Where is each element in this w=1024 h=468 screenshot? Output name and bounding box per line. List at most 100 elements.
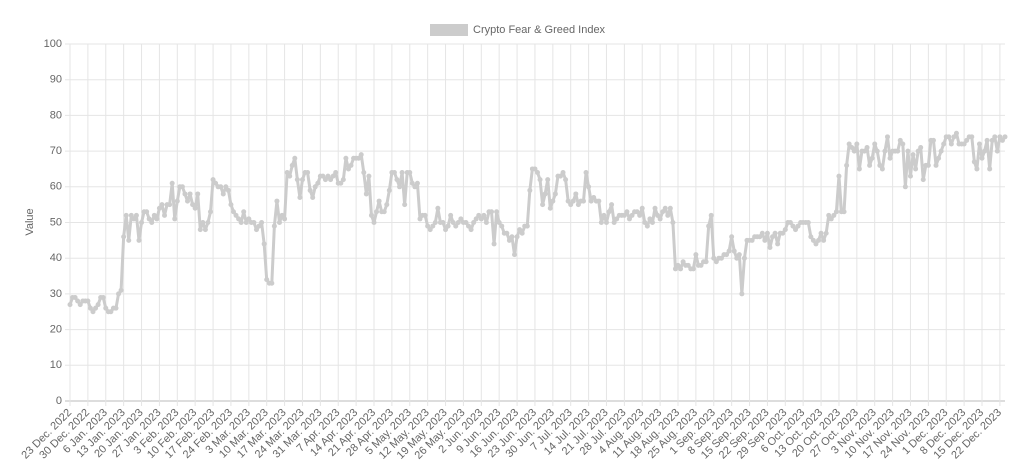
data-point [642, 220, 648, 225]
data-point [67, 302, 73, 308]
data-point [514, 234, 520, 240]
data-point [118, 287, 124, 293]
data-point [527, 187, 533, 193]
data-point [782, 227, 788, 233]
data-point [961, 141, 967, 147]
data-point [412, 184, 418, 190]
data-point [984, 137, 990, 143]
data-point [371, 220, 377, 225]
data-point [139, 220, 145, 225]
data-point [810, 237, 816, 243]
data-point [665, 212, 671, 218]
data-point [228, 202, 234, 208]
data-point [563, 177, 569, 183]
data-point [307, 187, 313, 193]
data-point [430, 223, 436, 229]
data-point [358, 152, 364, 158]
data-point [634, 209, 640, 215]
data-point [87, 305, 93, 311]
data-point [133, 212, 139, 218]
data-point [902, 184, 908, 190]
y-tick-label: 40 [50, 252, 62, 264]
data-point [241, 209, 247, 215]
data-point [780, 230, 786, 236]
data-point [185, 198, 191, 204]
data-point [601, 212, 607, 218]
data-point [552, 191, 558, 197]
data-point [660, 209, 666, 215]
data-point [146, 216, 152, 222]
data-point [473, 216, 479, 222]
y-tick-label: 80 [50, 109, 62, 121]
data-point [310, 195, 316, 201]
data-point [813, 241, 819, 247]
data-point [126, 237, 132, 243]
data-point [90, 309, 96, 315]
y-tick-label: 0 [56, 395, 62, 407]
data-point [948, 141, 954, 147]
data-point [867, 162, 873, 168]
data-point [72, 294, 78, 300]
data-point [762, 237, 768, 243]
data-point [131, 216, 137, 222]
data-point [481, 212, 487, 218]
data-point [941, 141, 947, 147]
data-point [75, 298, 81, 304]
data-point [739, 291, 745, 297]
data-point [685, 262, 691, 268]
data-point [151, 212, 157, 218]
data-point [238, 220, 244, 225]
data-point [345, 166, 351, 172]
data-point [190, 202, 196, 208]
data-point [289, 162, 295, 168]
data-point [108, 309, 114, 315]
data-point [808, 234, 814, 240]
data-point [517, 227, 523, 233]
data-point [328, 177, 334, 183]
data-point [458, 216, 464, 222]
data-point [297, 195, 303, 201]
data-point [920, 177, 926, 183]
data-point [85, 298, 91, 304]
y-tick-label: 30 [50, 288, 62, 300]
data-point [233, 212, 239, 218]
y-tick-label: 20 [50, 324, 62, 336]
data-point [675, 262, 681, 268]
data-point [905, 148, 911, 154]
data-point [938, 148, 944, 154]
data-point [299, 177, 305, 183]
data-point [795, 223, 801, 229]
data-point [953, 130, 959, 136]
data-point [103, 305, 109, 311]
data-point [854, 141, 860, 147]
data-point [236, 216, 242, 222]
data-point [100, 294, 106, 300]
data-point [93, 305, 99, 311]
data-point [422, 212, 428, 218]
data-point [741, 255, 747, 261]
data-point [884, 134, 890, 140]
data-point [509, 234, 515, 240]
data-point [77, 302, 83, 308]
data-point [918, 145, 924, 151]
data-point [614, 216, 620, 222]
data-point [690, 266, 696, 272]
data-point [749, 237, 755, 243]
data-point [144, 209, 150, 215]
data-point [174, 198, 180, 204]
data-point [971, 159, 977, 165]
data-point [588, 198, 594, 204]
data-point [874, 148, 880, 154]
data-point [116, 291, 122, 297]
data-point [1002, 134, 1008, 140]
data-point [195, 191, 201, 197]
data-point [844, 162, 850, 168]
data-point [879, 166, 885, 172]
data-point [506, 237, 512, 243]
data-point [535, 170, 540, 176]
data-point [992, 134, 998, 140]
legend-swatch [430, 24, 468, 36]
data-point [718, 255, 724, 261]
data-point [976, 141, 982, 147]
data-point [121, 234, 127, 240]
